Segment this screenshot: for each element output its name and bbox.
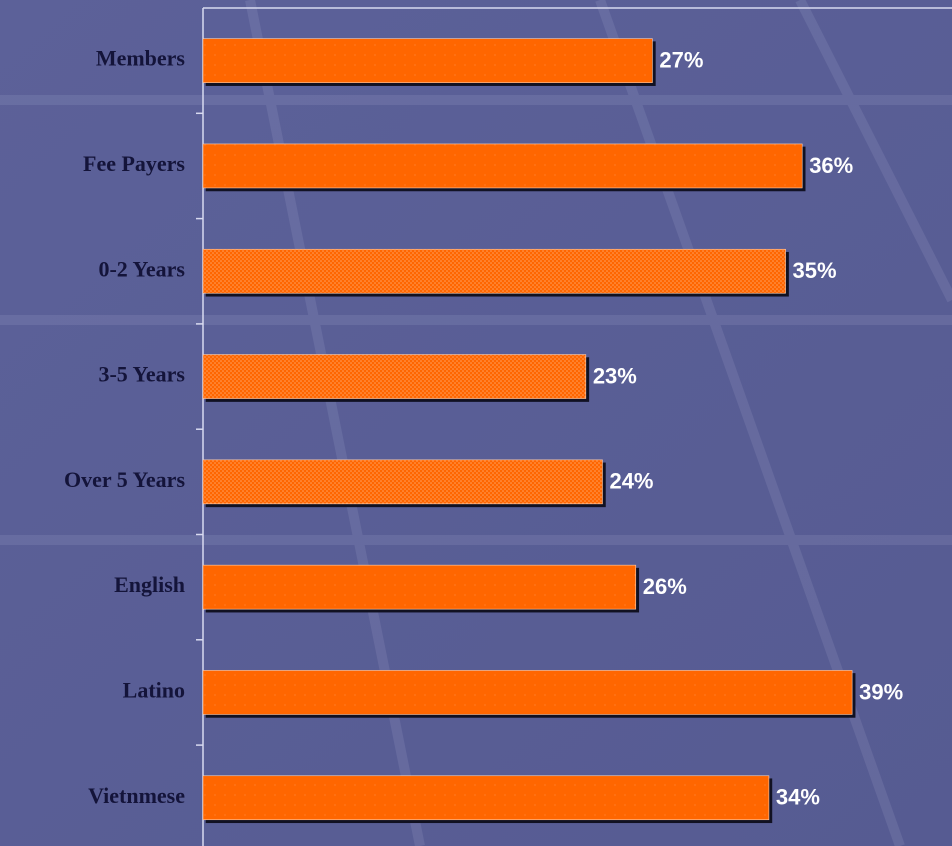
value-label: 27% — [659, 47, 703, 72]
value-label: 23% — [593, 363, 637, 388]
value-label: 39% — [859, 679, 903, 704]
y-tick-label: Members — [96, 46, 186, 71]
y-tick-label: Vietnmese — [88, 783, 185, 808]
bar — [202, 564, 637, 610]
value-label: 36% — [809, 153, 853, 178]
bar — [202, 143, 803, 189]
value-label: 34% — [776, 785, 820, 810]
y-tick-label: Fee Payers — [83, 151, 185, 176]
bar — [202, 354, 587, 399]
y-tick-label: 3-5 Years — [98, 362, 185, 387]
value-label: 24% — [609, 469, 653, 494]
y-tick-label: 0-2 Years — [98, 256, 185, 281]
bar — [202, 459, 603, 505]
bar — [202, 670, 853, 715]
y-tick-label: Over 5 Years — [64, 467, 185, 492]
bar — [202, 248, 786, 294]
value-label: 26% — [643, 574, 687, 599]
bar — [202, 38, 653, 83]
value-label: 35% — [793, 258, 837, 283]
y-tick-label: English — [114, 572, 185, 597]
bar — [202, 775, 770, 821]
y-tick-label: Latino — [123, 677, 185, 702]
